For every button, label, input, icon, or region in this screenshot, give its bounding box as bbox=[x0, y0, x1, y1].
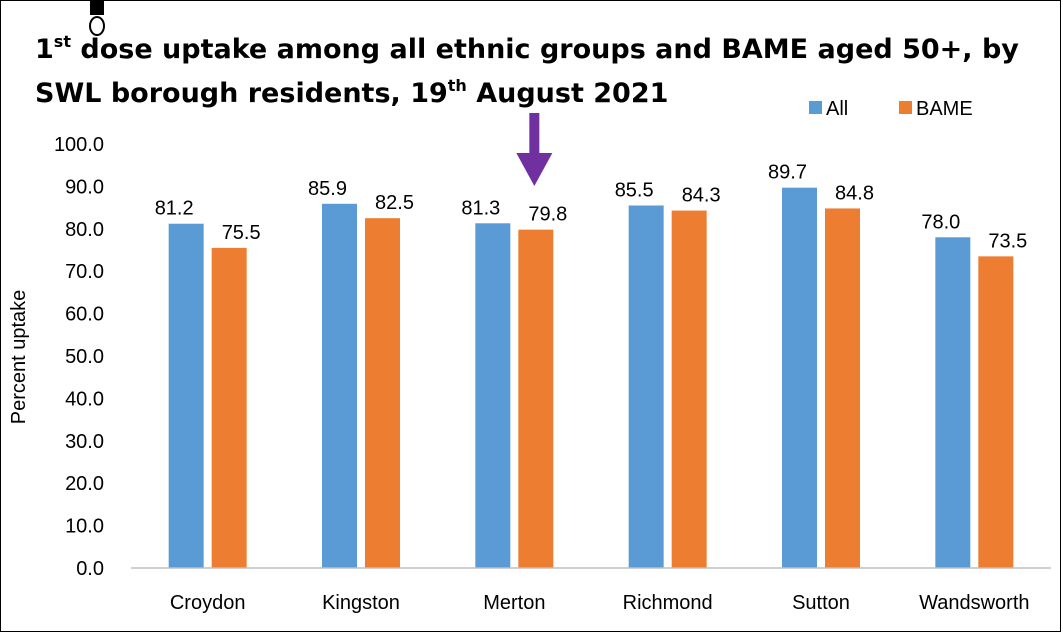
top-clip-mark bbox=[89, 1, 105, 36]
bar-all-wandsworth bbox=[935, 237, 971, 568]
y-tick-label: 20.0 bbox=[65, 473, 104, 495]
bar-all-kingston bbox=[322, 203, 357, 568]
bar-bame-merton bbox=[518, 229, 554, 568]
chart-title-line-1: 1st dose uptake among all ethnic groups … bbox=[35, 32, 1019, 65]
data-label-bame-kingston: 82.5 bbox=[375, 192, 414, 214]
data-label-bame-croydon: 75.5 bbox=[222, 222, 261, 244]
y-tick-label: 30.0 bbox=[65, 431, 104, 453]
data-label-bame-merton: 79.8 bbox=[528, 204, 567, 226]
x-tick-label-kingston: Kingston bbox=[322, 592, 400, 614]
bar-all-sutton bbox=[782, 187, 817, 568]
data-label-all-croydon: 81.2 bbox=[155, 198, 194, 220]
x-tick-label-wandsworth: Wandsworth bbox=[919, 592, 1029, 614]
bar-bame-richmond bbox=[671, 210, 707, 568]
bar-all-merton bbox=[475, 223, 511, 568]
y-tick-label: 80.0 bbox=[65, 219, 104, 241]
legend: All BAME bbox=[809, 98, 973, 120]
y-tick-label: 90.0 bbox=[65, 176, 104, 198]
y-tick-label: 70.0 bbox=[65, 261, 104, 283]
y-tick-label: 40.0 bbox=[65, 388, 104, 410]
x-axis-categories: Croydon Kingston Merton Richmond Sutton Wands… bbox=[170, 592, 1030, 614]
bar-bame-kingston bbox=[365, 218, 400, 568]
data-label-all-merton: 81.3 bbox=[461, 197, 500, 219]
x-tick-label-croydon: Croydon bbox=[170, 592, 246, 614]
legend-swatch-all bbox=[809, 101, 822, 114]
data-label-bame-richmond: 84.3 bbox=[682, 185, 721, 207]
x-tick-label-richmond: Richmond bbox=[623, 592, 713, 614]
data-label-bame-sutton: 84.8 bbox=[835, 182, 874, 204]
data-label-bame-wandsworth: 73.5 bbox=[988, 230, 1027, 252]
bar-all-croydon bbox=[168, 223, 204, 568]
data-label-all-richmond: 85.5 bbox=[615, 179, 654, 201]
legend-swatch-bame bbox=[899, 101, 912, 114]
arrow-shaft bbox=[529, 113, 540, 157]
data-label-all-wandsworth: 78.0 bbox=[921, 211, 960, 233]
bars bbox=[168, 187, 1014, 569]
x-tick-label-sutton: Sutton bbox=[792, 592, 850, 614]
y-axis-ticks: 0.0 10.0 20.0 30.0 40.0 50.0 60.0 70.0 80.0 90.0 1… bbox=[54, 134, 104, 580]
data-label-all-kingston: 85.9 bbox=[308, 178, 347, 200]
y-tick-label: 100.0 bbox=[54, 134, 104, 156]
bar-bame-croydon bbox=[211, 247, 247, 568]
value-labels: 81.2 75.5 85.9 82.5 81.3 79.8 85.5 84.3 89.7 84.8… bbox=[155, 162, 1028, 253]
data-label-all-sutton: 89.7 bbox=[768, 162, 807, 184]
chart-title-line-2: SWL borough residents, 19th August 2021 bbox=[35, 76, 668, 109]
y-tick-label: 50.0 bbox=[65, 346, 104, 368]
y-axis-label: Percent uptake bbox=[8, 290, 30, 425]
y-tick-label: 60.0 bbox=[65, 304, 104, 326]
merton-arrow-annotation bbox=[516, 113, 553, 186]
bar-bame-wandsworth bbox=[978, 256, 1014, 568]
y-tick-label: 10.0 bbox=[65, 516, 104, 538]
y-tick-label: 0.0 bbox=[76, 558, 104, 580]
legend-label-bame: BAME bbox=[916, 98, 973, 120]
bar-bame-sutton bbox=[825, 208, 860, 568]
x-tick-label-merton: Merton bbox=[483, 592, 545, 614]
legend-label-all: All bbox=[826, 98, 848, 120]
arrow-head bbox=[516, 153, 553, 186]
bar-all-richmond bbox=[628, 205, 664, 569]
